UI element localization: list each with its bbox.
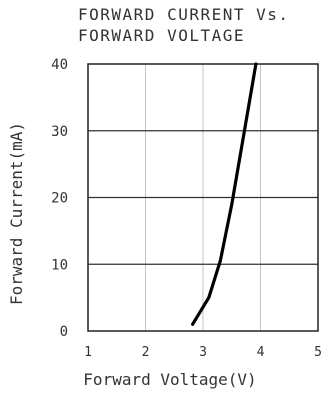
x-tick-label: 3 — [199, 345, 207, 360]
x-tick-label: 1 — [84, 345, 92, 360]
chart-title-line-1: FORWARD CURRENT Vs. — [78, 5, 290, 24]
x-tick-label: 5 — [314, 345, 322, 360]
series-line — [191, 62, 258, 326]
y-tick-label: 0 — [60, 324, 68, 340]
y-axis-label: Forward Current(mA) — [7, 122, 26, 305]
x-axis-label: Forward Voltage(V) — [83, 370, 256, 389]
chart-title-line-2: FORWARD VOLTAGE — [78, 26, 245, 45]
data-point — [207, 296, 210, 299]
x-tick-label: 2 — [142, 345, 150, 360]
y-tick-label: 30 — [51, 124, 68, 140]
y-tick-label: 20 — [51, 191, 68, 207]
data-point — [255, 63, 257, 65]
y-tick-label: 10 — [51, 257, 68, 273]
x-tick-label: 4 — [257, 345, 265, 360]
data-point — [242, 136, 245, 139]
plot-frame — [87, 63, 319, 332]
data-point — [219, 260, 222, 262]
data-point — [191, 323, 194, 326]
y-tick-label: 40 — [51, 57, 68, 73]
data-point — [230, 203, 233, 205]
